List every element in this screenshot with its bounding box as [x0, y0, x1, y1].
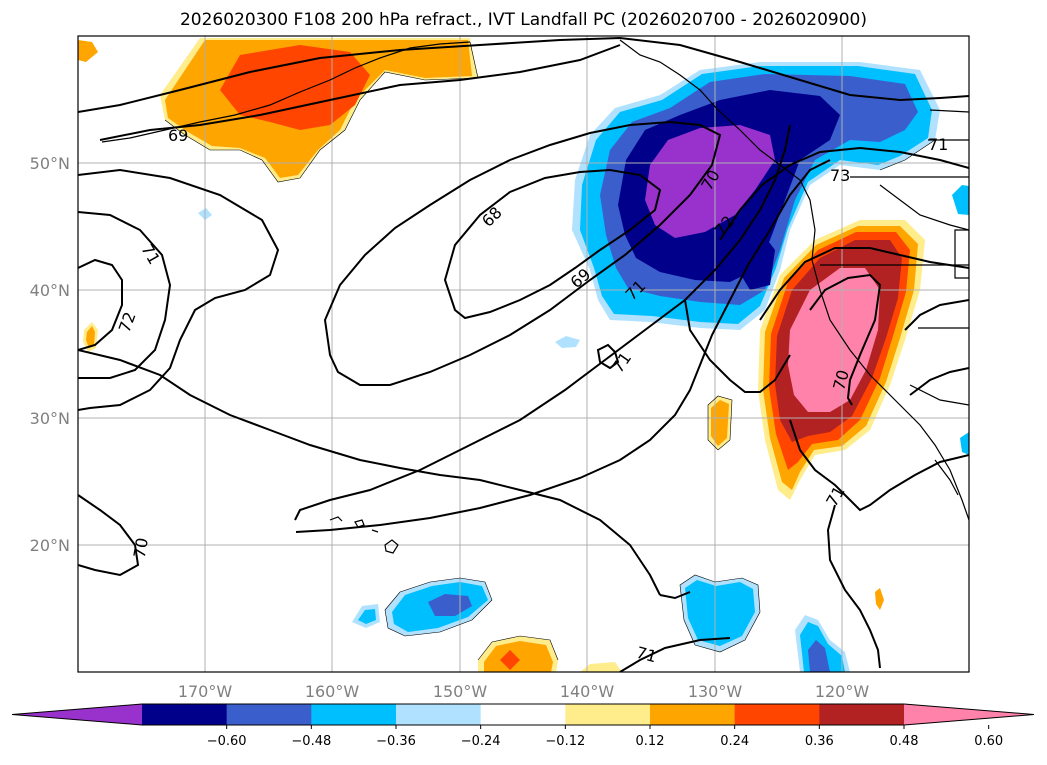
colorbar-tick-label: 0.36	[805, 734, 834, 749]
colorbar-tick-label: 0.48	[890, 734, 919, 749]
colorbar-extend-high	[904, 704, 1034, 725]
colorbar-tick-label: −0.12	[545, 734, 585, 749]
map-title: 2026020300 F108 200 hPa refract., IVT La…	[179, 10, 867, 30]
colorbar-tick-label: 0.60	[974, 734, 1003, 749]
anomaly-se-orange	[875, 588, 884, 610]
contour-label: 70	[130, 536, 152, 559]
anomaly-nw-corner	[78, 40, 98, 62]
colorbar-tick-label: −0.24	[461, 734, 501, 749]
anomaly-hawaii-med	[428, 594, 472, 616]
lon-tick-label: 130°W	[688, 682, 743, 701]
colorbar-swatch	[819, 704, 905, 725]
latitude-labels: 50°N 40°N 30°N 20°N	[30, 154, 70, 555]
refractivity-contours	[78, 36, 969, 672]
anomaly-smallblue	[555, 336, 580, 348]
contour-label: 69	[168, 126, 188, 145]
anomaly-southeast-med	[808, 640, 830, 672]
colorbar-outline	[11, 703, 1035, 726]
lon-tick-label: 120°W	[815, 682, 870, 701]
lat-tick-label: 30°N	[30, 409, 70, 428]
colorbar-tick-label: −0.48	[291, 734, 331, 749]
colorbar-swatch	[396, 704, 482, 725]
lat-tick-label: 20°N	[30, 536, 70, 555]
coastlines	[101, 39, 969, 521]
lat-tick-label: 40°N	[30, 281, 70, 300]
colorbar-swatch	[142, 704, 228, 725]
colorbar-tick-label: 0.24	[720, 734, 749, 749]
lon-tick-label: 140°W	[560, 682, 615, 701]
colorbar-swatch	[480, 704, 566, 725]
longitude-labels: 170°W 160°W 150°W 140°W 130°W 120°W	[178, 682, 870, 701]
anomaly-pnw-purple	[645, 125, 775, 238]
anomaly-east-edge	[952, 185, 969, 215]
hawaii-islands	[329, 516, 399, 554]
colorbar-extend-low	[12, 704, 142, 725]
colorbar-tick-label: −0.60	[207, 734, 247, 749]
colorbar-swatch	[226, 704, 312, 725]
anomaly-south-red	[500, 650, 520, 670]
anomaly-west-orange-inner	[86, 326, 95, 348]
colorbar-tick-label: −0.36	[376, 734, 416, 749]
anomaly-south-orange	[484, 641, 553, 672]
anomaly-pnw-tail-dark	[738, 230, 775, 290]
lon-tick-label: 170°W	[178, 682, 233, 701]
anomaly-outlines	[164, 41, 936, 661]
colorbar-swatch	[734, 704, 820, 725]
contour-label: 70	[829, 368, 853, 393]
colorbar: −0.60 −0.48 −0.36 −0.24 −0.12 0.12 0.24 0.36 0.4…	[11, 703, 1035, 749]
anomaly-small-west-blue	[358, 609, 376, 624]
anomaly-south-small	[580, 662, 622, 672]
colorbar-swatch	[650, 704, 736, 725]
contour-label: 73	[830, 166, 850, 185]
colorbar-swatch	[565, 704, 651, 725]
contour-label: 71	[634, 643, 659, 667]
lon-tick-label: 160°W	[305, 682, 360, 701]
map-frame	[77, 35, 970, 673]
anomaly-east-edge2	[960, 432, 969, 455]
anomaly-ca-pink	[788, 268, 880, 412]
lat-tick-label: 50°N	[30, 154, 70, 173]
lon-tick-label: 150°W	[433, 682, 488, 701]
anomaly-southblue	[685, 580, 755, 646]
colorbar-swatch	[311, 704, 397, 725]
colorbar-tick-label: 0.12	[636, 734, 665, 749]
contour-label: 71	[928, 135, 948, 154]
